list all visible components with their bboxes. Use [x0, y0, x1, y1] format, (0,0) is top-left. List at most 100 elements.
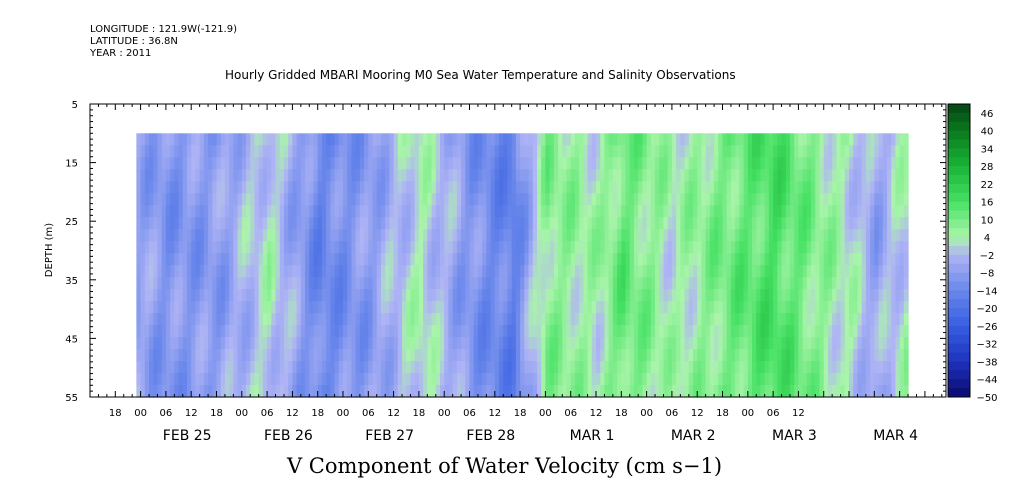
heatmap-cell [701, 385, 707, 398]
heatmap-cell [326, 157, 331, 170]
heatmap-cell [570, 325, 576, 338]
heatmap-cell [515, 169, 521, 182]
heatmap-cell [583, 169, 589, 182]
heatmap-cell [452, 385, 458, 398]
heatmap-cell [680, 157, 686, 170]
heatmap-cell [532, 277, 538, 290]
heatmap-cell [208, 277, 213, 290]
heatmap-cell [709, 145, 715, 158]
heatmap-cell [178, 217, 184, 230]
heatmap-cell [237, 337, 243, 350]
heatmap-cell [229, 181, 234, 194]
heatmap-cell [667, 181, 673, 194]
heatmap-cell [494, 193, 500, 206]
heatmap-cell [317, 193, 323, 206]
heatmap-cell [811, 349, 816, 362]
heatmap-cell [191, 349, 197, 362]
heatmap-cell [482, 193, 487, 206]
heatmap-cell [283, 157, 289, 170]
heatmap-cell [511, 169, 517, 182]
heatmap-cell [292, 337, 298, 350]
heatmap-cell [865, 301, 871, 314]
heatmap-cell [347, 385, 353, 398]
heatmap-cell [435, 265, 441, 278]
heatmap-cell [283, 301, 289, 314]
heatmap-cell [722, 157, 728, 170]
heatmap-cell [456, 325, 462, 338]
heatmap-cell [865, 313, 871, 326]
heatmap-cell [469, 373, 475, 386]
heatmap-cell [903, 289, 909, 302]
heatmap-cell [768, 349, 774, 362]
heatmap-cell [811, 313, 816, 326]
heatmap-cell [882, 181, 888, 194]
heatmap-cell [507, 277, 513, 290]
heatmap-cell [562, 349, 568, 362]
heatmap-cell [604, 373, 610, 386]
heatmap-cell [473, 253, 479, 266]
heatmap-cell [431, 181, 437, 194]
heatmap-cell [288, 325, 294, 338]
heatmap-cell [747, 181, 753, 194]
heatmap-cell [250, 349, 256, 362]
heatmap-cell [490, 169, 496, 182]
heatmap-cell [359, 289, 365, 302]
heatmap-cell [452, 265, 458, 278]
x-hour-label: 12 [691, 408, 704, 419]
heatmap-cell [865, 265, 871, 278]
heatmap-cell [536, 289, 542, 302]
heatmap-cell [275, 325, 281, 338]
heatmap-cell [886, 133, 892, 146]
heatmap-cell [431, 229, 437, 242]
heatmap-cell [739, 325, 745, 338]
heatmap-cell [157, 325, 163, 338]
heatmap-cell [718, 349, 724, 362]
heatmap-cell [659, 205, 665, 218]
heatmap-cell [309, 301, 315, 314]
heatmap-cell [279, 241, 285, 254]
heatmap-cell [650, 157, 656, 170]
heatmap-cell [499, 337, 504, 350]
heatmap-cell [789, 385, 795, 398]
heatmap-cell [655, 193, 660, 206]
heatmap-cell [608, 325, 614, 338]
heatmap-cell [149, 385, 154, 398]
heatmap-cell [380, 361, 386, 374]
heatmap-cell [773, 373, 778, 386]
heatmap-cell [469, 229, 475, 242]
heatmap-cell [477, 385, 483, 398]
heatmap-cell [191, 265, 197, 278]
heatmap-cell [140, 193, 146, 206]
heatmap-cell [494, 241, 500, 254]
heatmap-cell [216, 217, 222, 230]
heatmap-cell [330, 253, 336, 266]
heatmap-cell [469, 277, 475, 290]
heatmap-cell [208, 205, 213, 218]
heatmap-cell [515, 349, 521, 362]
heatmap-cell [482, 301, 487, 314]
heatmap-cell [566, 301, 572, 314]
heatmap-cell [397, 145, 403, 158]
heatmap-cell [490, 349, 496, 362]
heatmap-cell [815, 181, 821, 194]
heatmap-cell [693, 217, 698, 230]
heatmap-cell [718, 229, 724, 242]
heatmap-cell [186, 193, 192, 206]
heatmap-cell [380, 349, 386, 362]
heatmap-cell [827, 253, 833, 266]
heatmap-cell [722, 337, 728, 350]
heatmap-cell [659, 157, 665, 170]
heatmap-cell [768, 313, 774, 326]
heatmap-cell [448, 253, 454, 266]
heatmap-cell [870, 133, 875, 146]
heatmap-cell [233, 133, 239, 146]
heatmap-cell [802, 385, 808, 398]
heatmap-cell [541, 301, 547, 314]
heatmap-cell [351, 169, 357, 182]
heatmap-cell [680, 385, 686, 398]
heatmap-cell [600, 229, 606, 242]
heatmap-cell [246, 301, 251, 314]
heatmap-cell [254, 373, 260, 386]
heatmap-cell [811, 133, 816, 146]
heatmap-cell [144, 385, 150, 398]
